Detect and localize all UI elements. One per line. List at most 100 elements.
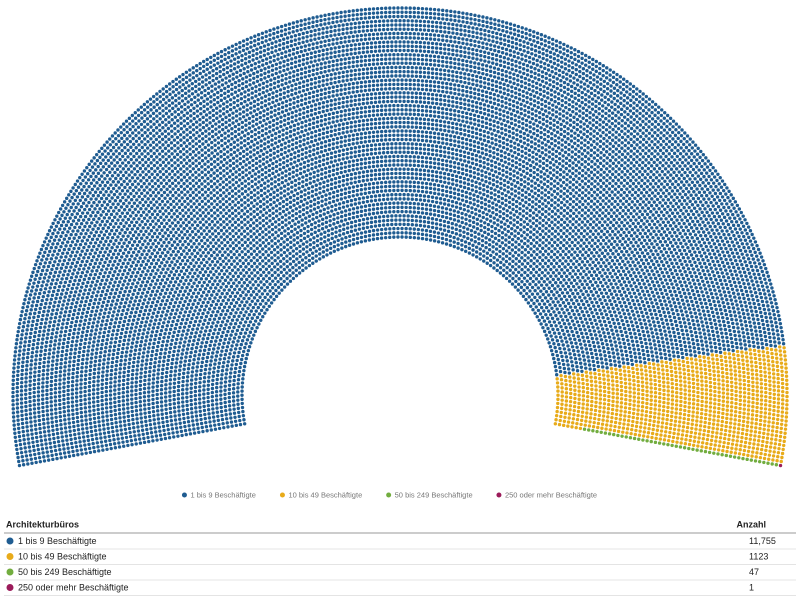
seat-dot [251,58,255,62]
seat-dot [25,364,29,368]
seat-dot [226,298,231,302]
seat-dot [307,253,311,258]
seat-dot [42,360,46,365]
seat-dot [87,384,92,389]
seat-dot [258,226,263,231]
seat-dot [28,383,32,387]
seat-dot [71,449,75,454]
seat-dot [285,207,289,212]
seat-dot [72,209,76,213]
seat-dot [254,84,258,89]
seat-dot [308,247,313,252]
seat-dot [194,153,198,157]
seat-dot [282,240,286,244]
seat-dot [169,141,174,145]
seat-dot [126,148,130,152]
seat-dot [234,278,238,282]
seat-dot [215,260,220,264]
seat-dot [246,93,251,97]
seat-dot [184,70,189,74]
seat-dot [231,387,236,391]
seat-dot [127,365,131,370]
seat-dot [167,211,171,216]
seat-dot [24,388,28,392]
seat-dot [230,424,234,428]
seat-dot [190,81,194,86]
seat-dot [46,454,50,458]
seat-dot [37,455,42,460]
seat-dot [224,199,229,204]
seat-dot [220,78,225,82]
seat-dot [165,187,169,192]
seat-dot [141,242,145,247]
seat-dot [92,200,96,205]
seat-dot [82,277,87,282]
seat-dot [104,155,108,159]
seat-dot [268,158,273,162]
seat-dot [210,390,215,395]
seat-dot [312,198,317,202]
seat-dot [79,300,84,304]
seat-dot [241,149,246,154]
seat-dot [168,410,173,415]
seat-dot [204,139,208,144]
seat-dot [68,328,72,333]
seat-dot [294,268,298,272]
seat-dot [230,189,235,193]
seat-dot [78,304,83,308]
seat-dot [251,163,255,168]
seat-dot [143,222,148,227]
seat-dot [186,105,190,109]
seat-dot [198,196,202,200]
seat-dot [47,305,51,309]
seat-dot [119,316,123,321]
seat-dot [93,332,98,336]
seat-dot [156,368,161,372]
seat-dot [259,273,263,278]
seat-dot [172,349,176,354]
seat-dot [133,128,138,132]
seat-dot [146,269,150,273]
seat-dot [196,257,201,262]
seat-dot [119,358,123,363]
seat-dot [62,227,67,231]
seat-dot [199,91,204,95]
seat-dot [179,224,183,228]
seat-dot [64,291,69,295]
seat-dot [291,271,295,275]
seat-dot [245,300,249,304]
seat-dot [197,77,201,81]
seat-dot [51,242,55,246]
seat-dot [46,458,51,462]
seat-dot [185,179,189,183]
seat-dot [173,300,178,305]
seat-dot [58,382,62,386]
seat-dot [164,84,169,89]
seat-dot [272,265,277,269]
seat-dot [200,75,205,79]
seat-dot [55,456,59,461]
seat-dot [20,368,24,373]
seat-dot [296,225,301,229]
seat-dot [239,342,244,347]
seat-dot [218,193,223,198]
seat-dot [122,140,127,144]
seat-dot [29,308,33,312]
seat-dot [290,147,295,151]
seat-dot [151,197,156,201]
seat-dot [120,228,124,232]
seat-dot [211,351,215,355]
seat-dot [251,81,256,85]
seat-dot [95,269,99,273]
seat-dot [122,338,127,343]
seat-dot [57,210,61,215]
seat-dot [295,231,300,235]
seat-dot [219,409,224,414]
seat-dot [114,238,118,243]
seat-dot [167,178,172,183]
seat-dot [260,124,265,128]
seat-dot [180,275,185,280]
seat-dot [39,345,44,349]
seat-dot [18,442,23,447]
seat-dot [258,120,262,124]
